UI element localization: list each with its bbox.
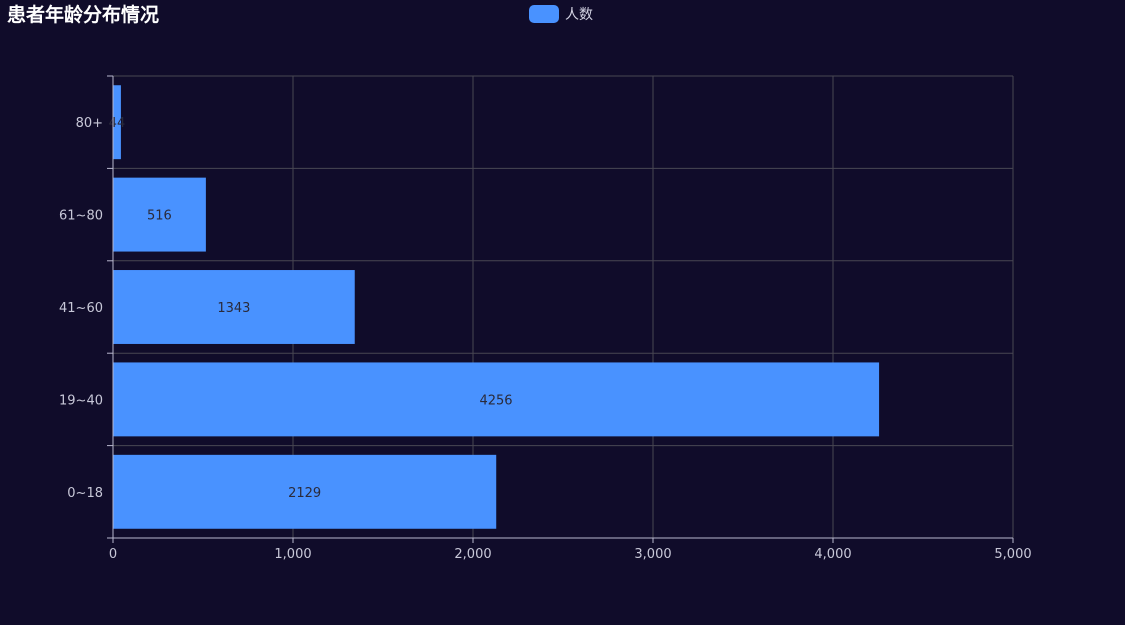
- data-label: 2129: [288, 486, 321, 501]
- legend-label: 人数: [565, 7, 593, 23]
- y-tick-label: 61~80: [59, 209, 103, 224]
- data-label: 516: [147, 209, 172, 224]
- data-label: 1343: [217, 301, 250, 316]
- data-label: 4256: [479, 393, 512, 408]
- bar[interactable]: [113, 270, 355, 344]
- legend-swatch: [529, 5, 559, 23]
- y-tick-label: 80+: [76, 116, 103, 131]
- bar[interactable]: [113, 454, 497, 529]
- x-tick-label: 4,000: [814, 547, 851, 562]
- y-tick-label: 0~18: [67, 486, 103, 501]
- y-tick-label: 19~40: [59, 393, 103, 408]
- y-tick-label: 41~60: [59, 301, 103, 316]
- x-tick-label: 1,000: [274, 547, 311, 562]
- chart-title: 患者年龄分布情况: [7, 4, 160, 26]
- bar[interactable]: [113, 362, 880, 437]
- bar[interactable]: [113, 177, 206, 252]
- x-tick-label: 3,000: [634, 547, 671, 562]
- x-tick-label: 2,000: [454, 547, 491, 562]
- x-tick-label: 5,000: [994, 547, 1031, 562]
- x-tick-label: 0: [109, 547, 117, 562]
- legend-item[interactable]: 人数: [529, 4, 593, 24]
- data-label: 44: [109, 116, 126, 131]
- bar[interactable]: [113, 85, 121, 160]
